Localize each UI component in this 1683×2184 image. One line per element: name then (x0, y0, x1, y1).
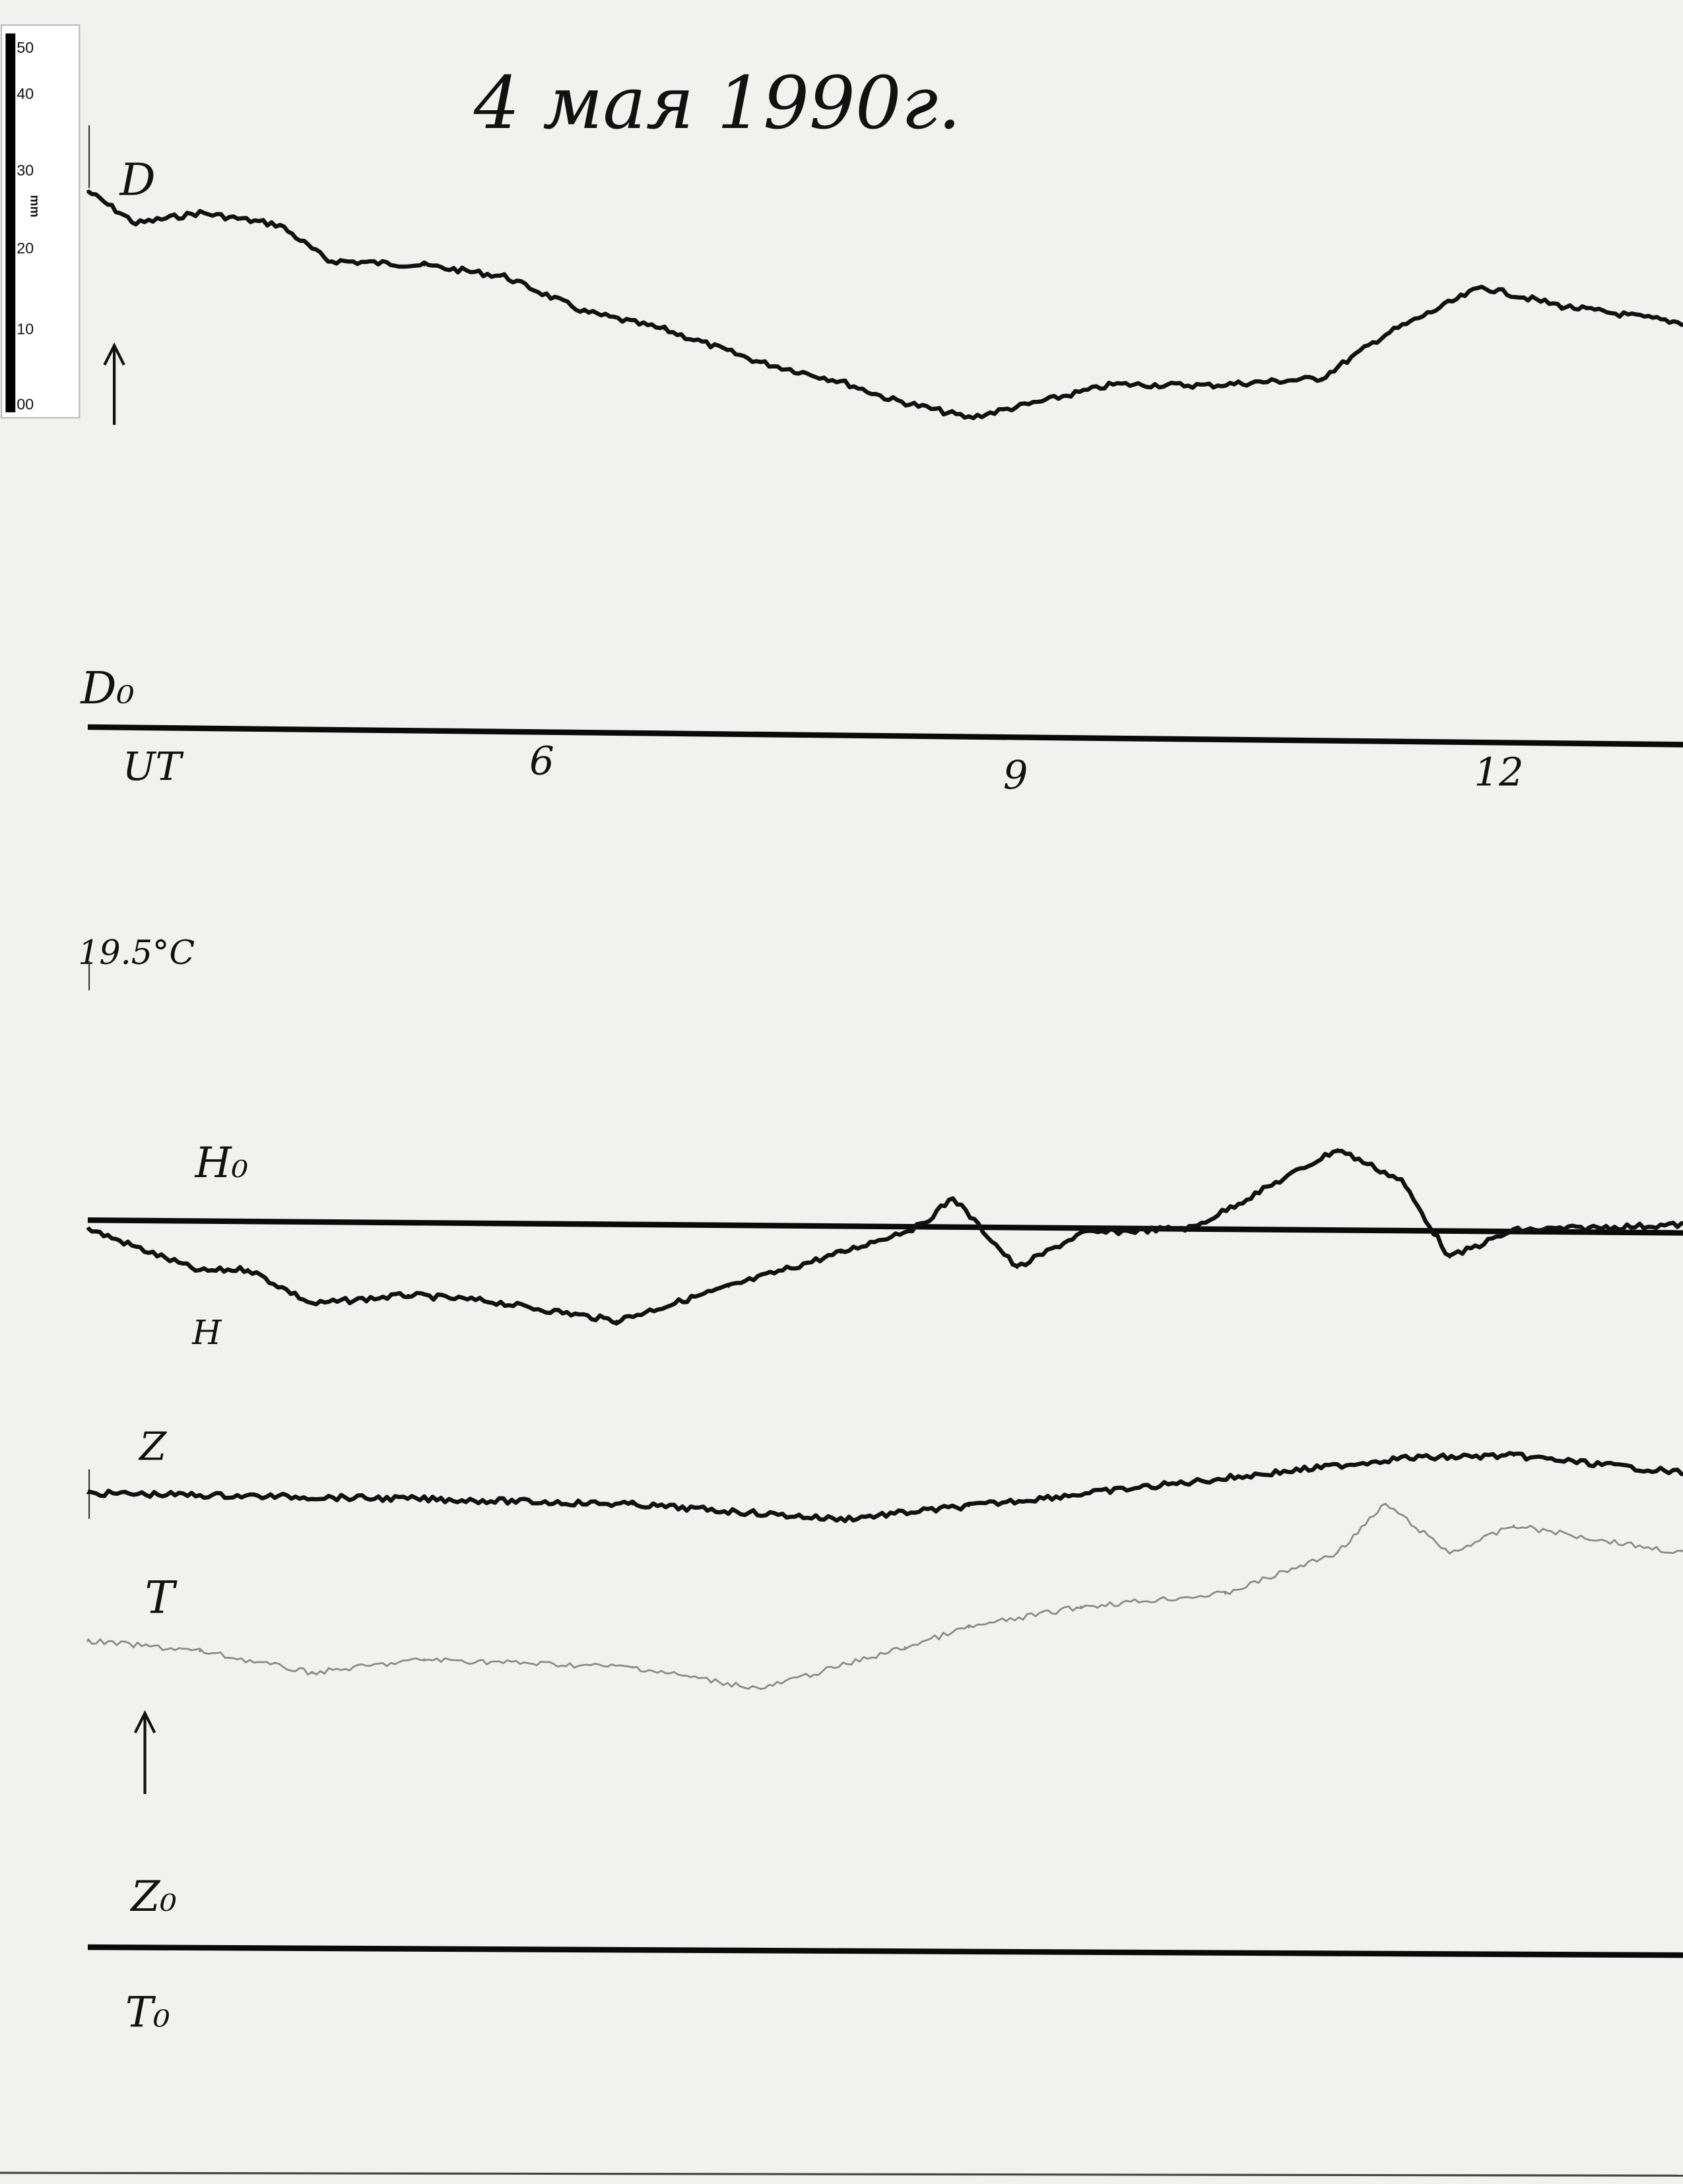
point-D (327, 259, 329, 262)
point-Z (1512, 1454, 1515, 1457)
point-D (1208, 384, 1210, 387)
point-D (968, 416, 970, 419)
point-H (952, 1196, 954, 1199)
point-Z (968, 1504, 970, 1508)
label-T: T (145, 1571, 178, 1623)
ruler-tick-40: 40 (16, 85, 34, 102)
point-D (423, 264, 426, 267)
label-D: D (119, 154, 156, 206)
point-H (1512, 1229, 1515, 1232)
point-D (1032, 402, 1034, 405)
point-T (423, 1658, 426, 1661)
point-T (1080, 1605, 1082, 1608)
point-H (1192, 1227, 1195, 1229)
ruler-tick-30: 30 (16, 162, 34, 179)
point-H (487, 1300, 490, 1302)
point-Z (631, 1503, 634, 1506)
point-D (1480, 286, 1483, 288)
arrow-head-icon (133, 1710, 156, 1733)
trace-H (86, 1149, 1683, 1326)
point-H (1016, 1266, 1018, 1269)
point-H (311, 1302, 314, 1305)
x-tick-9: 9 (1003, 752, 1028, 798)
point-T (904, 1646, 906, 1649)
point-T (631, 1665, 634, 1669)
point-T (759, 1687, 762, 1690)
point-D (135, 222, 137, 225)
chart-title: 4 мая 1990г. (473, 61, 961, 145)
point-Z (840, 1518, 842, 1521)
point-D (759, 361, 762, 364)
point-D (1384, 333, 1387, 336)
point-H (615, 1320, 618, 1322)
ruler-unit: mm (27, 195, 41, 218)
point-H (1336, 1148, 1339, 1151)
point-T (1384, 1502, 1387, 1505)
point-H (199, 1269, 201, 1273)
point-T (1336, 1551, 1339, 1554)
point-H (86, 1227, 89, 1230)
point-Z (1336, 1464, 1339, 1467)
trace-Z (87, 1450, 1683, 1524)
point-H (247, 1268, 249, 1270)
trace-T (86, 1502, 1683, 1690)
point-D (1560, 305, 1564, 307)
paper-edge (0, 2171, 1683, 2177)
point-H (135, 1246, 137, 1248)
x-tick-12: 12 (1474, 750, 1523, 795)
point-H (919, 1224, 923, 1227)
point-T (311, 1671, 314, 1674)
point-D (279, 224, 281, 226)
baseline-D0 (87, 724, 1683, 748)
point-D (86, 189, 89, 193)
point-Z (1400, 1457, 1403, 1460)
label-H0: H₀ (195, 1138, 249, 1187)
baseline-H0 (87, 1217, 1683, 1236)
label-Z: Z (138, 1423, 167, 1469)
point-D (840, 380, 842, 383)
point-T (199, 1650, 201, 1653)
point-Z (86, 1492, 89, 1494)
temperature-label: 19.5°C (78, 933, 195, 972)
scale-ruler: 50 40 30 mm 20 10 00 (1, 24, 81, 419)
point-Z (423, 1498, 426, 1500)
label-D0: D₀ (79, 662, 134, 714)
point-T (1224, 1592, 1227, 1595)
point-T (86, 1640, 89, 1642)
point-D (503, 275, 506, 278)
label-H: H (191, 1313, 222, 1352)
point-Z (1192, 1481, 1195, 1483)
point-D (1111, 383, 1115, 386)
point-H (1080, 1232, 1082, 1235)
point-D (888, 397, 890, 401)
x-unit-label: UT (123, 744, 185, 789)
ruler-tick-20: 20 (16, 240, 34, 257)
arrow-head-icon (103, 342, 125, 366)
point-H (840, 1251, 842, 1254)
baseline-Z0 (87, 1944, 1683, 1958)
point-D (1320, 377, 1323, 379)
ruler-tick-10: 10 (16, 321, 34, 338)
point-D (663, 328, 666, 331)
point-H (1448, 1256, 1451, 1259)
point-T (1448, 1552, 1451, 1555)
ruler-tick-00: 00 (16, 396, 34, 413)
point-D (583, 310, 586, 313)
point-H (727, 1285, 730, 1288)
point-T (1512, 1524, 1515, 1527)
point-H (407, 1294, 410, 1297)
ruler-tick-50: 50 (16, 39, 34, 56)
label-T0: T₀ (125, 1987, 170, 2036)
point-T (968, 1626, 970, 1628)
point-H (1400, 1179, 1403, 1182)
label-Z0: Z₀ (129, 1872, 176, 1921)
point-D (199, 211, 201, 214)
x-tick-6: 6 (529, 738, 554, 784)
trace-D (86, 189, 1683, 420)
